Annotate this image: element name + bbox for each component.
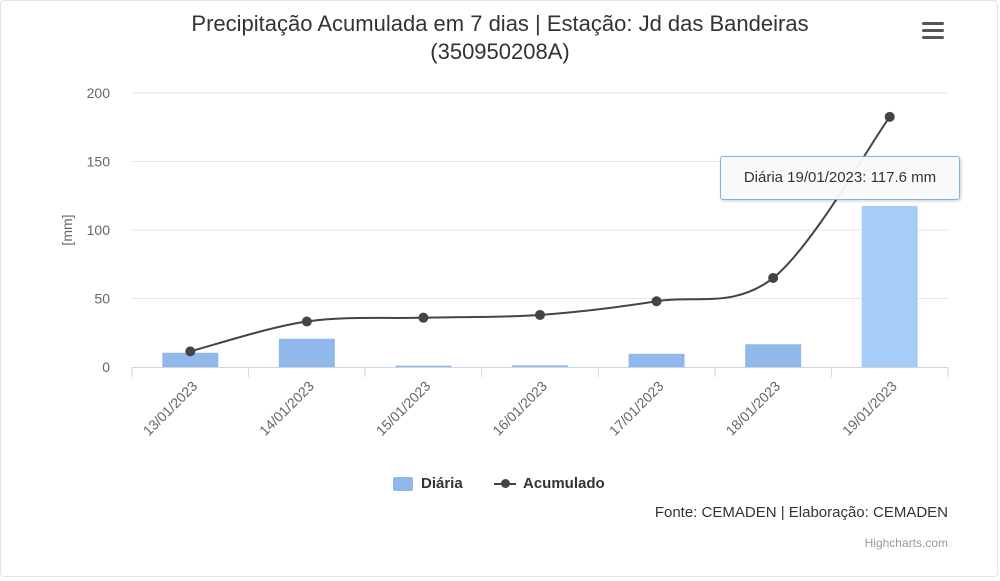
x-tick-label-6: 19/01/2023 bbox=[839, 378, 900, 439]
hamburger-icon-bar-2 bbox=[922, 29, 944, 32]
tooltip: Diária 19/01/2023: 117.6 mm bbox=[720, 156, 960, 200]
credits-source: Fonte: CEMADEN | Elaboração: CEMADEN bbox=[654, 504, 948, 521]
legend-label-acumulado: Acumulado bbox=[523, 475, 605, 492]
chart-plot: 0 50 100 150 200 [mm] 13/01/2023 14/01/2023 15/0… bbox=[59, 85, 949, 439]
bar-diaria-6 bbox=[861, 205, 918, 367]
x-tick-label-1: 14/01/2023 bbox=[256, 378, 317, 439]
chart-title: Precipitação Acumulada em 7 dias | Estaç… bbox=[100, 10, 900, 66]
x-tick-label-3: 16/01/2023 bbox=[489, 378, 550, 439]
bar-diaria-3 bbox=[512, 365, 568, 367]
credits-highcharts-link[interactable]: Highcharts.com bbox=[864, 536, 948, 550]
hamburger-icon-bar-3 bbox=[922, 36, 944, 39]
y-tick-label-0: 0 bbox=[102, 359, 110, 375]
y-tick-label-200: 200 bbox=[87, 85, 111, 101]
legend: Diária Acumulado bbox=[0, 474, 1000, 494]
bar-diaria-4 bbox=[628, 353, 685, 367]
chart-title-line-1: Precipitação Acumulada em 7 dias | Estaç… bbox=[191, 11, 809, 36]
x-tick-label-2: 15/01/2023 bbox=[373, 378, 434, 439]
point-acumulado-5 bbox=[768, 272, 779, 283]
point-acumulado-6 bbox=[884, 111, 895, 122]
legend-dot-acumulado bbox=[501, 479, 510, 488]
bar-diaria-0 bbox=[162, 352, 219, 367]
bar-diaria-5 bbox=[745, 344, 802, 367]
point-acumulado-4 bbox=[651, 296, 662, 307]
point-acumulado-1 bbox=[301, 316, 312, 327]
y-tick-label-150: 150 bbox=[87, 154, 111, 170]
point-acumulado-0 bbox=[185, 346, 196, 357]
point-acumulado-3 bbox=[535, 309, 545, 320]
y-tick-label-100: 100 bbox=[87, 222, 111, 238]
legend-label-diaria: Diária bbox=[421, 475, 463, 492]
x-tick-label-5: 18/01/2023 bbox=[722, 378, 783, 439]
x-tick-label-0: 13/01/2023 bbox=[140, 378, 201, 439]
legend-item-diaria[interactable]: Diária bbox=[393, 474, 463, 494]
chart-title-line-2: (350950208A) bbox=[430, 39, 570, 64]
chart-menu-button[interactable] bbox=[916, 16, 950, 46]
x-tick-label-4: 17/01/2023 bbox=[606, 378, 667, 439]
bar-diaria-1 bbox=[278, 338, 335, 367]
y-tick-label-50: 50 bbox=[94, 291, 110, 307]
bar-diaria-2 bbox=[395, 365, 452, 367]
hamburger-icon-bar-1 bbox=[922, 22, 944, 25]
legend-item-acumulado[interactable]: Acumulado bbox=[494, 474, 605, 494]
point-acumulado-2 bbox=[418, 312, 429, 323]
legend-swatch-diaria bbox=[393, 477, 413, 491]
y-axis-title: [mm] bbox=[59, 214, 75, 245]
